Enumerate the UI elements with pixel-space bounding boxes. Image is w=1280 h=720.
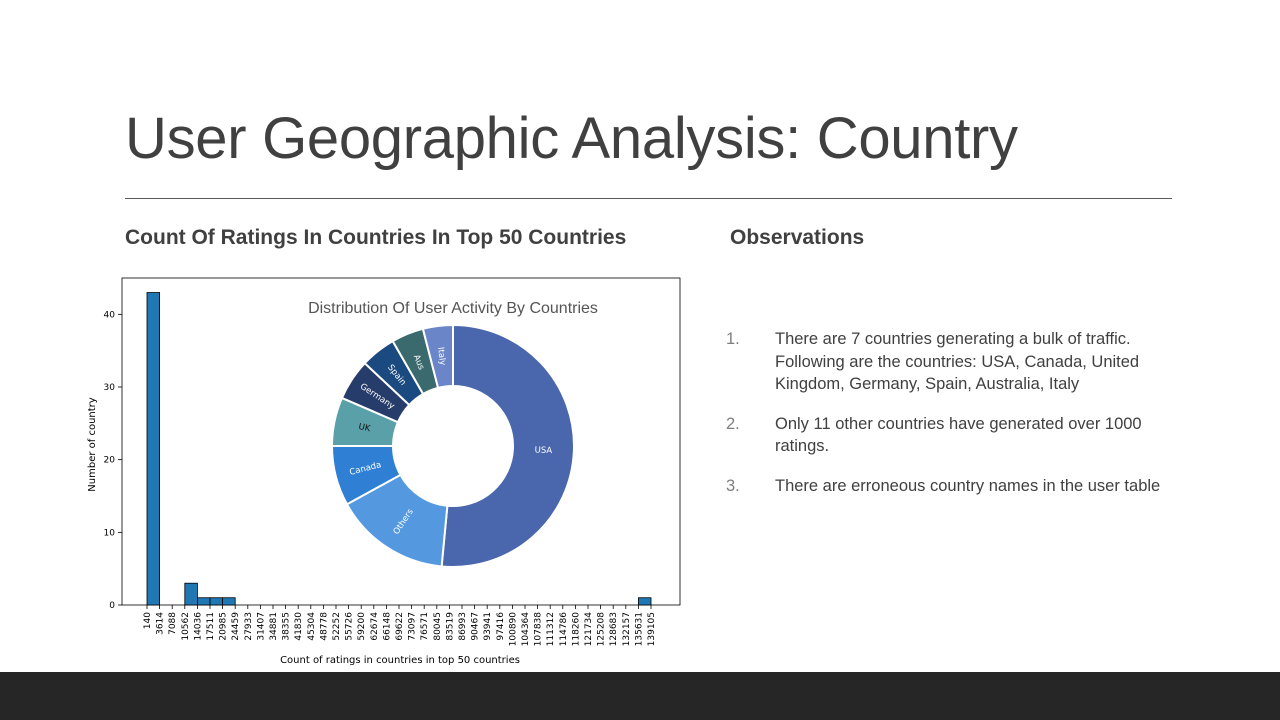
x-tick-label: 128683 bbox=[609, 612, 619, 646]
title-divider bbox=[125, 198, 1172, 199]
x-tick-label: 97416 bbox=[496, 612, 506, 641]
histogram-bar bbox=[146, 292, 161, 606]
x-tick-label: 139105 bbox=[647, 612, 657, 646]
x-tick-label: 107838 bbox=[534, 612, 544, 647]
x-tick-label: 45304 bbox=[307, 612, 317, 641]
y-tick-label: 30 bbox=[104, 383, 116, 393]
x-tick-label: 83519 bbox=[445, 612, 455, 641]
donut-slice-label: USA bbox=[534, 445, 552, 456]
chart-heading: Count Of Ratings In Countries In Top 50 … bbox=[125, 226, 627, 249]
x-axis-label: Count of ratings in countries in top 50 … bbox=[280, 655, 520, 666]
x-tick-label: 3614 bbox=[156, 612, 166, 635]
x-tick-label: 17511 bbox=[206, 612, 216, 641]
histogram-bar bbox=[638, 597, 652, 606]
observation-number: 2. bbox=[726, 414, 740, 433]
x-tick-label: 118260 bbox=[571, 612, 581, 647]
x-tick-label: 125208 bbox=[597, 612, 607, 647]
donut-slice bbox=[440, 323, 575, 568]
x-tick-label: 31407 bbox=[256, 612, 266, 641]
observation-item: 1. There are 7 countries generating a bu… bbox=[726, 328, 1176, 396]
observations-heading: Observations bbox=[730, 226, 865, 249]
x-tick-label: 24459 bbox=[231, 612, 241, 641]
x-tick-label: 48778 bbox=[319, 612, 329, 641]
y-tick-label: 20 bbox=[104, 456, 116, 466]
x-tick-label: 62674 bbox=[370, 612, 380, 641]
histogram-bar bbox=[209, 597, 224, 606]
x-tick-label: 27933 bbox=[244, 612, 254, 641]
plot-frame bbox=[121, 277, 681, 606]
histogram-bar bbox=[184, 582, 198, 606]
x-tick-label: 34881 bbox=[269, 612, 279, 641]
x-tick-label: 93941 bbox=[483, 612, 493, 641]
donut-title: Distribution Of User Activity By Countri… bbox=[308, 300, 598, 317]
observation-number: 1. bbox=[726, 330, 740, 348]
x-tick-label: 59200 bbox=[357, 612, 367, 641]
x-tick-label: 100890 bbox=[508, 612, 518, 647]
histogram-bar bbox=[222, 597, 236, 606]
observation-number: 3. bbox=[726, 476, 740, 495]
observation-item: 3. There are erroneous country names in … bbox=[726, 475, 1176, 498]
observation-text: Only 11 other countries have generated o… bbox=[775, 414, 1142, 456]
x-tick-label: 104364 bbox=[521, 612, 531, 647]
x-tick-label: 73097 bbox=[408, 612, 418, 641]
y-axis-label: Number of country bbox=[87, 397, 98, 491]
histogram-bar bbox=[197, 597, 211, 606]
x-tick-label: 114786 bbox=[559, 612, 569, 647]
x-tick-label: 55726 bbox=[345, 612, 355, 641]
x-tick-label: 66148 bbox=[382, 612, 392, 641]
x-tick-label: 20985 bbox=[219, 612, 229, 641]
observations-list: 1. There are 7 countries generating a bu… bbox=[726, 328, 1176, 514]
x-tick-label: 140 bbox=[143, 612, 153, 629]
x-tick-label: 69622 bbox=[395, 612, 405, 641]
x-tick-label: 86993 bbox=[458, 612, 468, 641]
x-tick-label: 7088 bbox=[168, 612, 178, 635]
x-tick-label: 90467 bbox=[471, 612, 481, 641]
slide-title: User Geographic Analysis: Country bbox=[125, 106, 1018, 171]
observation-text: There are 7 countries generating a bulk … bbox=[775, 330, 1140, 393]
donut-slice-label: Italy bbox=[435, 346, 447, 366]
y-tick-label: 10 bbox=[104, 528, 116, 538]
bottom-bar bbox=[0, 672, 1280, 720]
x-tick-label: 41830 bbox=[294, 612, 304, 641]
y-tick-label: 40 bbox=[104, 310, 116, 320]
x-tick-label: 14036 bbox=[193, 612, 203, 641]
donut-slice bbox=[421, 323, 454, 390]
observation-text: There are erroneous country names in the… bbox=[775, 476, 1161, 495]
x-tick-label: 10562 bbox=[181, 612, 191, 641]
x-tick-label: 52252 bbox=[332, 612, 342, 641]
chart-area: 0 10 20 30 40 140 3614 7088 10562 14036 17511 20985… bbox=[87, 277, 681, 666]
x-tick-label: 111312 bbox=[546, 612, 556, 646]
y-tick-label: 0 bbox=[109, 601, 115, 611]
x-tick-label: 132157 bbox=[622, 612, 632, 646]
donut-slice-label: UK bbox=[357, 422, 371, 434]
x-tick-label: 80045 bbox=[433, 612, 443, 641]
x-tick-label: 38355 bbox=[282, 612, 292, 641]
x-tick-label: 76571 bbox=[420, 612, 430, 641]
observation-item: 2. Only 11 other countries have generate… bbox=[726, 413, 1176, 458]
x-tick-label: 121734 bbox=[584, 612, 594, 647]
x-tick-label: 135631 bbox=[634, 612, 644, 646]
